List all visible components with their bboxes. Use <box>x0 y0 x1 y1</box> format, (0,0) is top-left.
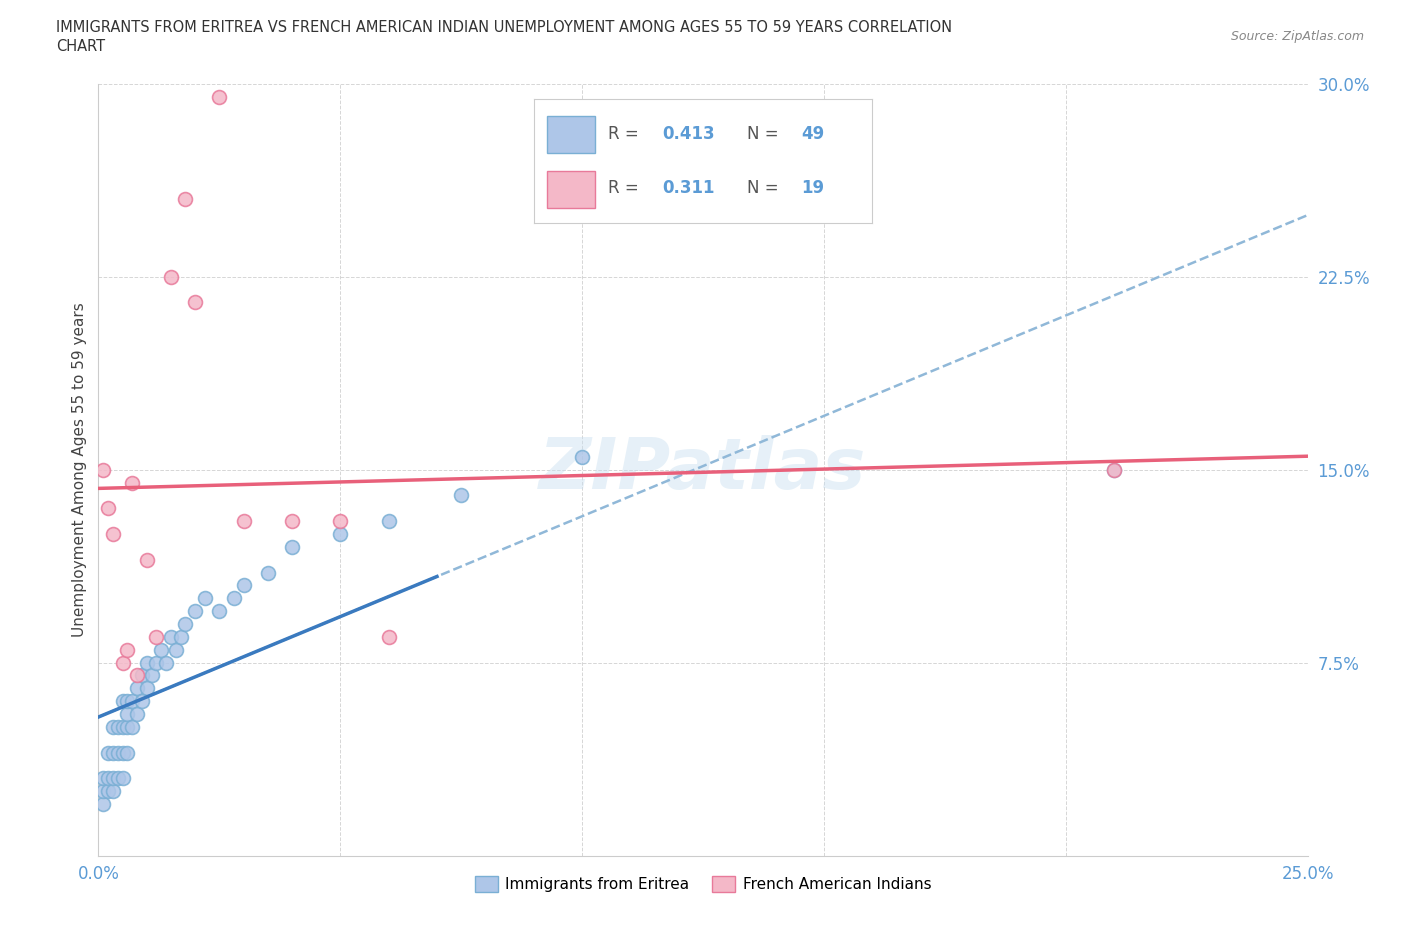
Point <box>111 720 134 735</box>
Point <box>111 694 134 709</box>
Point <box>377 513 399 528</box>
Point <box>131 694 153 709</box>
Point <box>145 656 167 671</box>
Text: ZIPatlas: ZIPatlas <box>540 435 866 504</box>
Point <box>184 295 207 310</box>
Point <box>377 630 399 644</box>
Point <box>174 617 197 631</box>
Point <box>91 771 114 786</box>
Point <box>571 449 593 464</box>
Point <box>111 656 134 671</box>
Point <box>91 462 114 477</box>
Point <box>150 643 173 658</box>
Point <box>117 643 139 658</box>
Point <box>117 694 139 709</box>
Text: Source: ZipAtlas.com: Source: ZipAtlas.com <box>1230 30 1364 43</box>
Y-axis label: Unemployment Among Ages 55 to 59 years: Unemployment Among Ages 55 to 59 years <box>72 302 87 637</box>
Point <box>145 630 167 644</box>
Point <box>111 771 134 786</box>
Point <box>194 591 217 605</box>
Point <box>107 771 129 786</box>
Text: CHART: CHART <box>56 39 105 54</box>
Point <box>107 745 129 760</box>
Point <box>222 591 245 605</box>
Point <box>135 681 157 696</box>
Point <box>117 720 139 735</box>
Point <box>97 500 120 515</box>
Point <box>1102 462 1125 477</box>
Point <box>121 694 143 709</box>
Point <box>101 526 124 541</box>
Point <box>91 797 114 812</box>
Point <box>127 707 149 722</box>
Point <box>101 745 124 760</box>
Point <box>117 745 139 760</box>
Point <box>127 681 149 696</box>
Text: IMMIGRANTS FROM ERITREA VS FRENCH AMERICAN INDIAN UNEMPLOYMENT AMONG AGES 55 TO : IMMIGRANTS FROM ERITREA VS FRENCH AMERIC… <box>56 20 952 35</box>
Point <box>141 668 163 683</box>
Point <box>117 707 139 722</box>
Point <box>208 89 231 104</box>
Point <box>160 630 183 644</box>
Point <box>281 539 304 554</box>
Point <box>135 656 157 671</box>
Point <box>281 513 304 528</box>
Point <box>232 578 254 593</box>
Point <box>184 604 207 618</box>
Point <box>101 784 124 799</box>
Point <box>208 604 231 618</box>
Point <box>91 784 114 799</box>
Point <box>1102 462 1125 477</box>
Point <box>97 771 120 786</box>
Point <box>165 643 187 658</box>
Point <box>174 192 197 206</box>
Point <box>256 565 278 580</box>
Point <box>329 513 352 528</box>
Point <box>121 475 143 490</box>
Point <box>101 771 124 786</box>
Legend: Immigrants from Eritrea, French American Indians: Immigrants from Eritrea, French American… <box>468 870 938 898</box>
Point <box>131 668 153 683</box>
Point <box>107 720 129 735</box>
Point <box>155 656 177 671</box>
Point <box>111 745 134 760</box>
Point <box>101 720 124 735</box>
Point <box>135 552 157 567</box>
Point <box>97 745 120 760</box>
Point <box>127 668 149 683</box>
Point <box>232 513 254 528</box>
Point <box>329 526 352 541</box>
Point <box>160 270 183 285</box>
Point <box>450 488 472 503</box>
Point <box>97 784 120 799</box>
Point <box>169 630 191 644</box>
Point <box>121 720 143 735</box>
